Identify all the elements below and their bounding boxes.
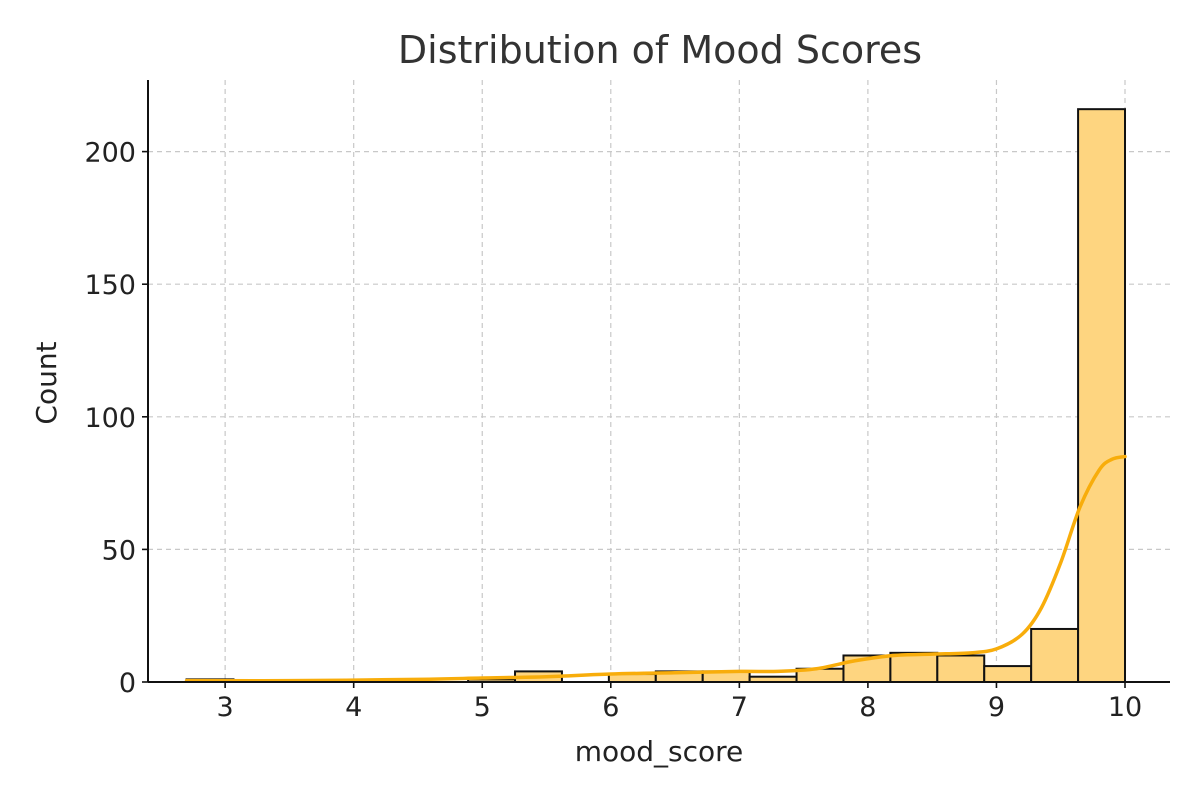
histogram-bar: [889, 651, 939, 683]
grid: [148, 80, 1170, 682]
y-tick-label: 50: [102, 535, 136, 566]
x-tick-label: 6: [602, 692, 619, 723]
x-tick-label: 9: [988, 692, 1005, 723]
x-tick-label: 8: [859, 692, 876, 723]
histogram-bar: [936, 654, 986, 683]
y-axis-label: Count: [30, 341, 63, 424]
histogram-bar: [1030, 627, 1080, 683]
x-tick-label: 4: [345, 692, 362, 723]
x-ticks: 3 4 5 6 7 8 9 10: [217, 682, 1142, 723]
y-tick-label: 100: [84, 403, 136, 434]
bars: [185, 108, 1127, 684]
x-tick-label: 3: [217, 692, 234, 723]
y-ticks: 0 50 100 150 200: [84, 138, 148, 699]
x-axis-label: mood_score: [575, 735, 744, 768]
axes-spines: [147, 80, 1170, 683]
y-tick-label: 200: [84, 138, 136, 169]
y-tick-label: 0: [119, 668, 136, 699]
histogram-bar: [1077, 108, 1127, 683]
x-tick-label: 10: [1108, 692, 1142, 723]
x-tick-label: 7: [731, 692, 748, 723]
chart-title: Distribution of Mood Scores: [398, 28, 922, 72]
x-tick-label: 5: [474, 692, 491, 723]
histogram-bar: [983, 665, 1033, 684]
kde-curve: [184, 454, 1127, 683]
y-tick-label: 150: [84, 270, 136, 301]
